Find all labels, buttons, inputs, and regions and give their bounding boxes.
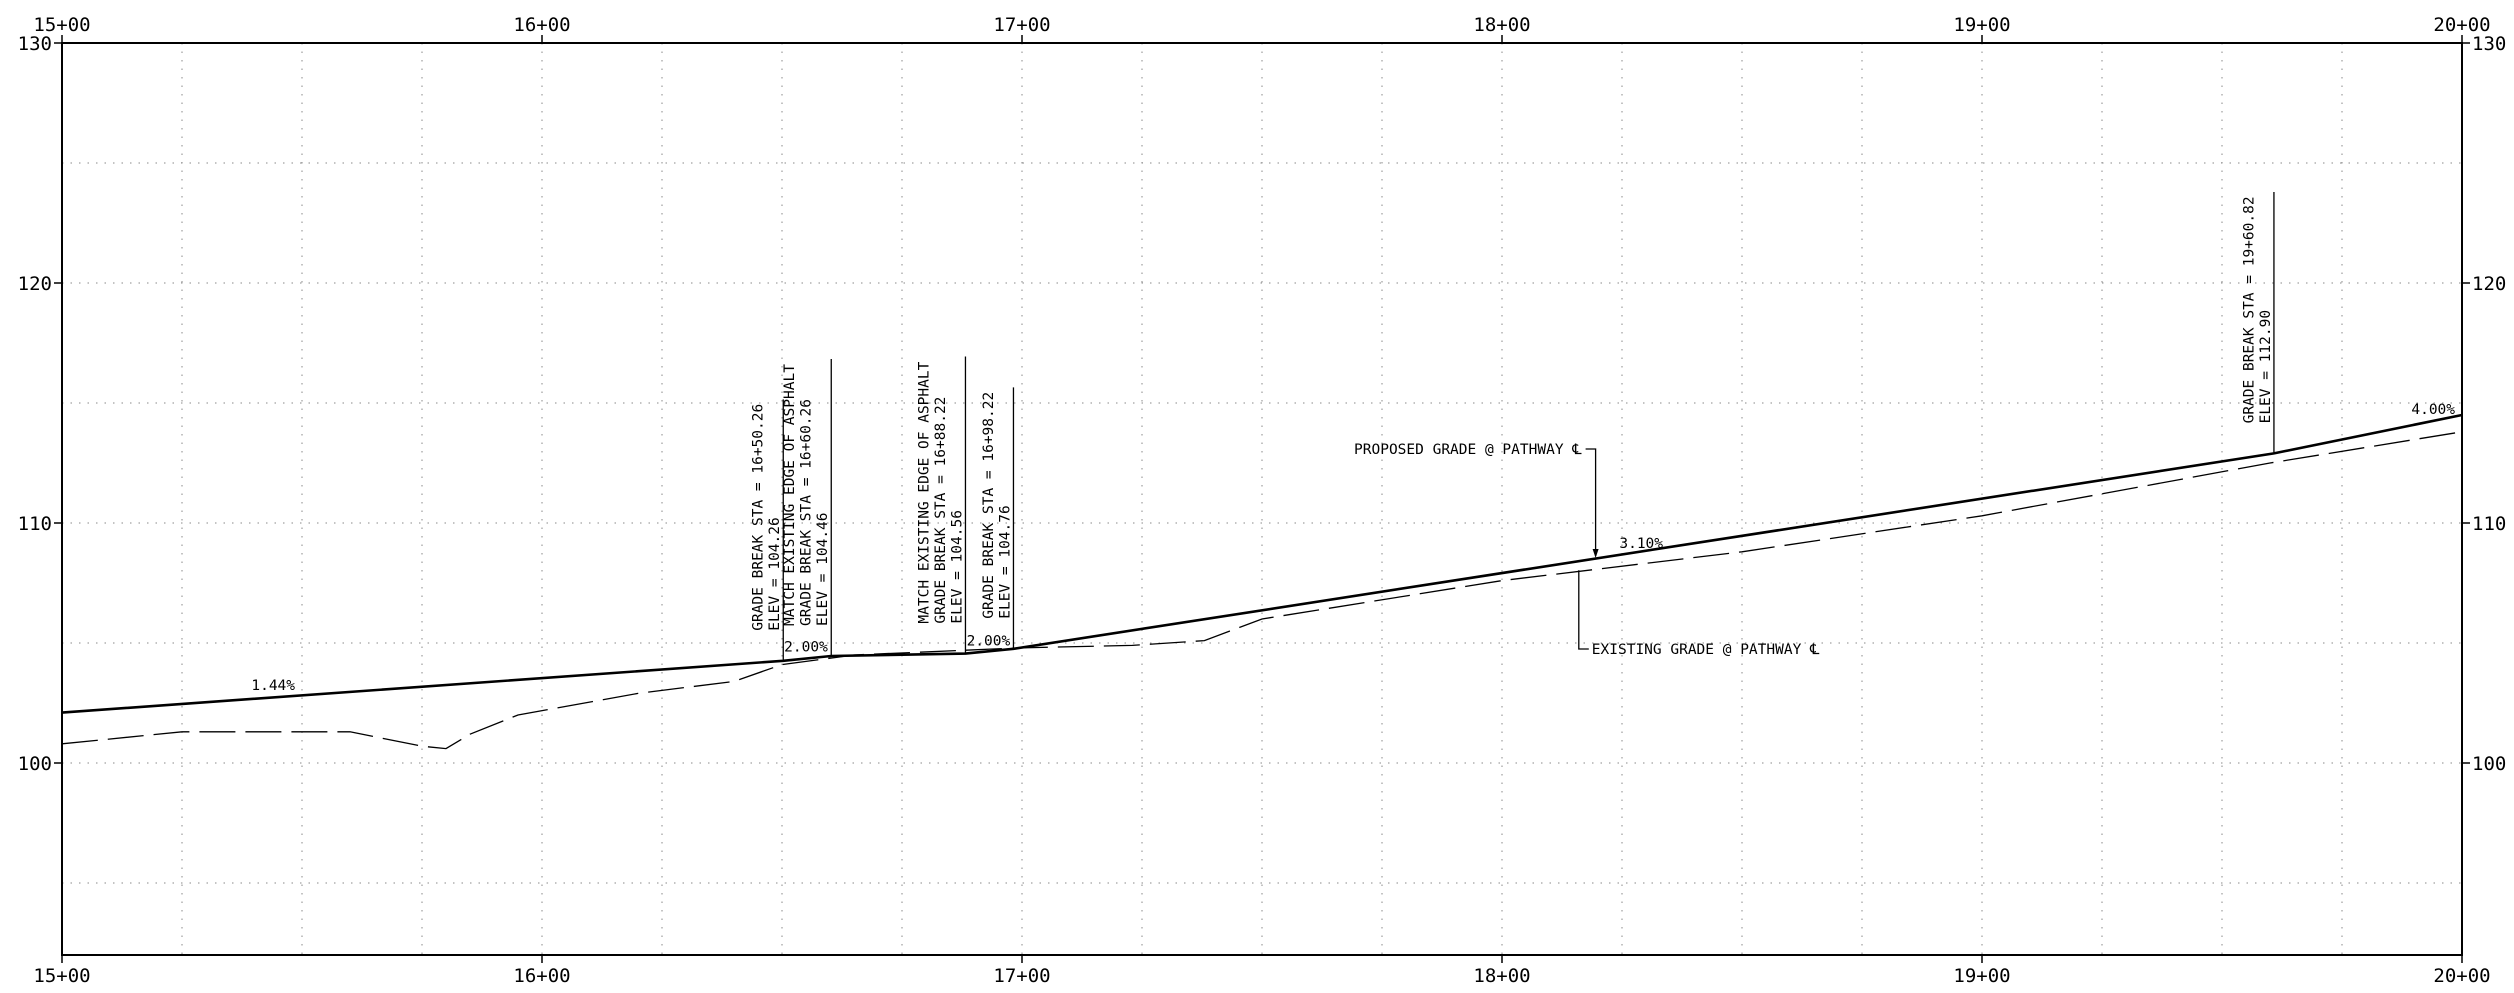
grade-break-text: MATCH EXISTING EDGE OF ASPHALT (782, 364, 798, 626)
grade-labels: 1.44% 2.00% 2.00% 3.10% 4.00% (251, 402, 2455, 694)
station-label-bottom: 20+00 (2433, 965, 2490, 987)
station-label-bottom: 17+00 (993, 965, 1050, 987)
grade-percent-label: 1.44% (251, 678, 295, 694)
elevation-label-right: 110 (2472, 513, 2506, 535)
elevation-label-right: 120 (2472, 273, 2506, 295)
station-label-top: 20+00 (2433, 14, 2490, 36)
proposed-grade-arrow (1592, 549, 1599, 558)
grade-break-text: ELEV = 112.90 (2258, 310, 2274, 424)
station-label-bottom: 15+00 (33, 965, 90, 987)
grade-break-text: GRADE BREAK STA = 19+60.82 (2241, 196, 2257, 423)
station-label-top: 16+00 (513, 14, 570, 36)
grade-percent-label: 2.00% (967, 633, 1011, 649)
elevation-label-left: 110 (18, 513, 52, 535)
axis-labels: 15+00 15+00 16+00 16+00 17+00 17+00 18+00 18+00… (18, 14, 2507, 987)
grade-break-text: ELEV = 104.26 (767, 517, 783, 631)
grade-break-text: ELEV = 104.56 (949, 510, 965, 624)
station-label-top: 15+00 (33, 14, 90, 36)
existing-grade-line (61, 431, 2463, 750)
elevation-label-right: 130 (2472, 33, 2506, 55)
elevation-label-left: 100 (18, 753, 52, 775)
station-label-top: 19+00 (1953, 14, 2010, 36)
station-label-top: 17+00 (993, 14, 1050, 36)
grade-callouts: PROPOSED GRADE @ PATHWAY ℄ EXISTING GRADE… (1354, 442, 1820, 658)
grade-break-text: ELEV = 104.46 (815, 512, 831, 626)
station-label-bottom: 18+00 (1473, 965, 1530, 987)
elevation-label-right: 100 (2472, 753, 2506, 775)
plot-frame (61, 42, 2463, 956)
station-label-top: 18+00 (1473, 14, 1530, 36)
grid-lines (62, 43, 2462, 955)
existing-grade-leader (1578, 570, 1589, 650)
grade-break-text: GRADE BREAK STA = 16+88.22 (933, 397, 949, 624)
elevation-label-left: 120 (18, 273, 52, 295)
station-label-bottom: 16+00 (513, 965, 570, 987)
grade-break-annotations: GRADE BREAK STA = 16+50.26 ELEV = 104.26 M… (751, 192, 2275, 661)
grade-percent-label: 4.00% (2411, 402, 2455, 418)
proposed-grade-callout: PROPOSED GRADE @ PATHWAY ℄ (1354, 442, 1582, 458)
elevation-label-left: 130 (18, 33, 52, 55)
proposed-grade-leader (1585, 448, 1597, 556)
grade-break-text: MATCH EXISTING EDGE OF ASPHALT (916, 361, 932, 623)
grade-break-text: GRADE BREAK STA = 16+98.22 (981, 392, 997, 619)
grade-break-text: GRADE BREAK STA = 16+60.26 (799, 399, 815, 626)
grade-break-text: ELEV = 104.76 (997, 505, 1013, 619)
grade-break-text: GRADE BREAK STA = 16+50.26 (751, 404, 767, 631)
grade-percent-label: 3.10% (1619, 536, 1663, 552)
station-label-bottom: 19+00 (1953, 965, 2010, 987)
grade-percent-label: 2.00% (784, 639, 828, 655)
existing-grade-callout: EXISTING GRADE @ PATHWAY ℄ (1592, 642, 1820, 658)
